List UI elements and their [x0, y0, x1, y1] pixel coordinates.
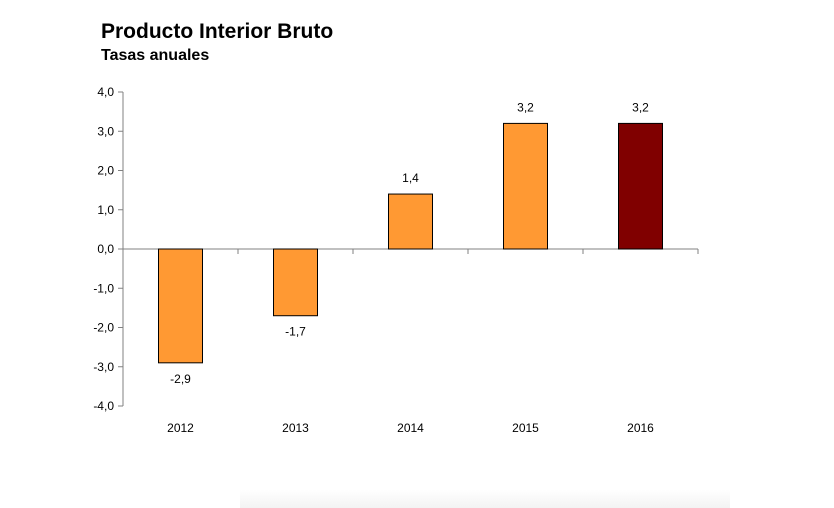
x-tick-label-2013: 2013: [282, 421, 309, 435]
x-tick-label-2012: 2012: [167, 421, 194, 435]
y-tick-label: -3,0: [93, 360, 114, 374]
y-tick-label: -4,0: [93, 399, 114, 413]
y-tick-label: 2,0: [97, 164, 114, 178]
data-label-2015: 3,2: [517, 100, 534, 114]
bar-2015: [503, 122, 548, 250]
data-label-2016: 3,2: [632, 100, 649, 114]
y-tick-label: 1,0: [97, 203, 114, 217]
x-tick-label-2016: 2016: [627, 421, 654, 435]
bar-2012: [158, 248, 203, 364]
bar-2014: [388, 193, 433, 250]
y-tick-label: -1,0: [93, 281, 114, 295]
chart-subtitle: Tasas anuales: [101, 47, 210, 64]
y-tick-label: 4,0: [97, 85, 114, 99]
data-label-2013: -1,7: [285, 325, 306, 339]
x-tick-label-2015: 2015: [512, 421, 539, 435]
bar-2016: [618, 122, 663, 250]
y-tick-label: 0,0: [97, 242, 114, 256]
data-label-2012: -2,9: [170, 372, 191, 386]
chart-title: Producto Interior Bruto: [101, 20, 334, 43]
bar-2013: [273, 248, 318, 317]
y-tick-label: -2,0: [93, 321, 114, 335]
x-tick-label-2014: 2014: [397, 421, 424, 435]
data-label-2014: 1,4: [402, 171, 419, 185]
y-tick-label: 3,0: [97, 124, 114, 138]
bottom-shadow: [240, 490, 730, 508]
